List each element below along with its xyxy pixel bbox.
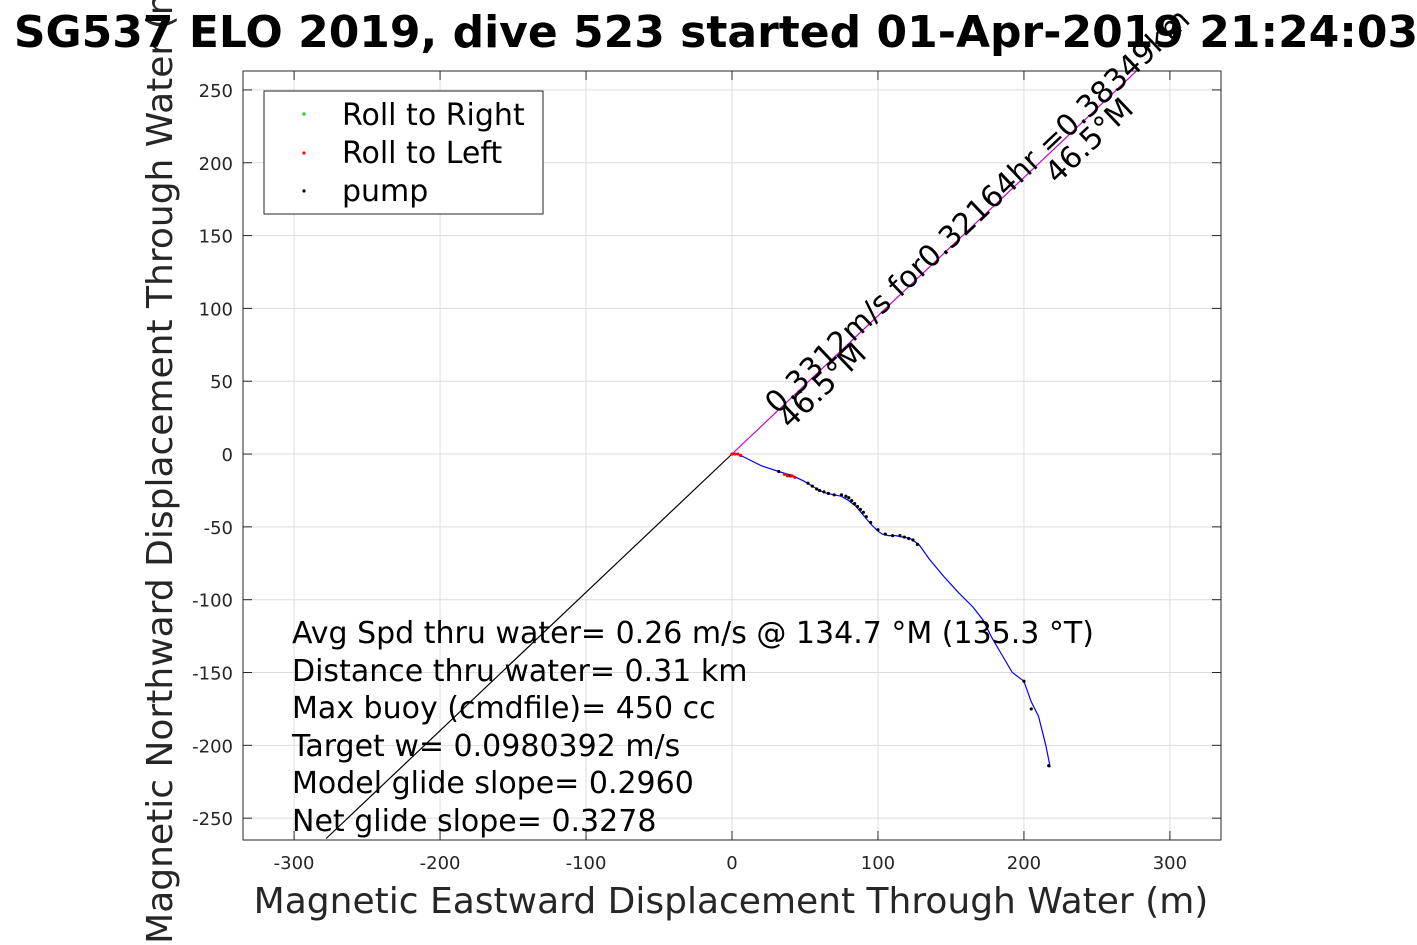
x-tick-label: 0 [726, 853, 737, 874]
pump-point [822, 490, 826, 494]
roll-left-point [790, 474, 794, 478]
roll-left-point [793, 475, 797, 479]
series-line-glide-line [731, 71, 1138, 455]
pump-point [1047, 764, 1051, 768]
roll-left-point [739, 453, 743, 458]
pump-point [902, 535, 906, 539]
pump-point [858, 507, 863, 511]
pump-point [815, 487, 819, 491]
points-layer [730, 452, 1051, 768]
x-tick-label: -200 [420, 853, 461, 874]
pump-point [864, 515, 868, 519]
stat-distance: Distance thru water= 0.31 km [292, 654, 747, 689]
ticks [243, 71, 1221, 840]
pump-point [847, 496, 851, 500]
stat-max-buoy: Max buoy (cmdfile)= 450 cc [292, 691, 716, 726]
pump-point [832, 493, 836, 497]
y-tick-label: -200 [192, 736, 233, 757]
pump-point [806, 481, 810, 485]
x-axis-label: Magnetic Eastward Displacement Through W… [254, 881, 1209, 922]
pump-point [817, 488, 822, 493]
pump-point [890, 534, 895, 538]
x-tick-label: 100 [861, 853, 895, 874]
pump-point [853, 501, 857, 506]
legend-marker-roll-left [302, 151, 306, 155]
pump-point [826, 491, 830, 495]
pump-point [844, 494, 848, 498]
y-tick-label: -100 [192, 591, 233, 612]
x-tick-label: -300 [274, 853, 315, 874]
y-tick-label: 100 [199, 299, 233, 320]
y-axis-label: Magnetic Northward Displacement Through … [140, 0, 181, 944]
chart-title: SG537 ELO 2019, dive 523 started 01-Apr-… [14, 7, 1417, 58]
y-tick-labels: 250 200 150 100 50 0 -50 -100 -150 -200 -250 [192, 81, 233, 830]
pump-point [898, 534, 902, 538]
y-tick-label: 150 [199, 227, 233, 248]
pump-point [850, 499, 854, 503]
legend-box [263, 90, 544, 215]
pump-point [839, 493, 844, 497]
legend-label-roll-left: Roll to Left [342, 136, 502, 171]
y-tick-label: 50 [210, 372, 233, 393]
pump-point [855, 504, 860, 509]
y-tick-label: -250 [192, 809, 233, 830]
x-tick-labels: -300 -200 -100 0 100 200 300 [274, 853, 1187, 874]
pump-point [883, 532, 887, 536]
pump-point [869, 520, 873, 525]
x-tick-label: -100 [566, 853, 607, 874]
y-tick-label: -150 [192, 664, 233, 685]
stat-model-glide: Model glide slope= 0.2960 [292, 766, 694, 801]
legend-label-pump: pump [342, 174, 428, 209]
x-tick-label: 300 [1153, 853, 1187, 874]
pump-point [876, 528, 880, 532]
pump-point [911, 538, 915, 542]
legend-label-roll-right: Roll to Right [342, 98, 525, 133]
legend-marker-pump [302, 189, 306, 193]
x-tick-label: 200 [1007, 853, 1041, 874]
roll-left-point [785, 474, 790, 478]
y-tick-label: 250 [199, 81, 233, 102]
y-tick-label: 200 [199, 154, 233, 175]
pump-point [915, 542, 919, 546]
pump-point [907, 536, 911, 541]
legend-marker-roll-right [302, 112, 306, 116]
roll-left-point [733, 452, 737, 456]
roll-left-point [782, 472, 787, 477]
pump-point [1022, 679, 1026, 683]
pump-point [777, 469, 781, 474]
y-tick-label: 0 [222, 445, 233, 466]
roll-left-point [730, 452, 734, 456]
y-tick-label: -50 [204, 518, 233, 539]
stats-block: Avg Spd thru water= 0.26 m/s @ 134.7 °M … [291, 616, 1094, 839]
pump-point [1029, 707, 1033, 711]
stat-net-glide: Net glide slope= 0.3278 [292, 804, 656, 839]
pump-point [810, 484, 814, 488]
pump-point [861, 510, 865, 514]
roll-left-point [736, 452, 740, 456]
stat-target-w: Target w= 0.0980392 m/s [291, 729, 680, 764]
stat-avg-speed: Avg Spd thru water= 0.26 m/s @ 134.7 °M … [292, 616, 1094, 651]
series-line-heading-line [325, 453, 733, 839]
legend: Roll to Right Roll to Left pump [263, 90, 544, 215]
pump-point [985, 624, 990, 628]
